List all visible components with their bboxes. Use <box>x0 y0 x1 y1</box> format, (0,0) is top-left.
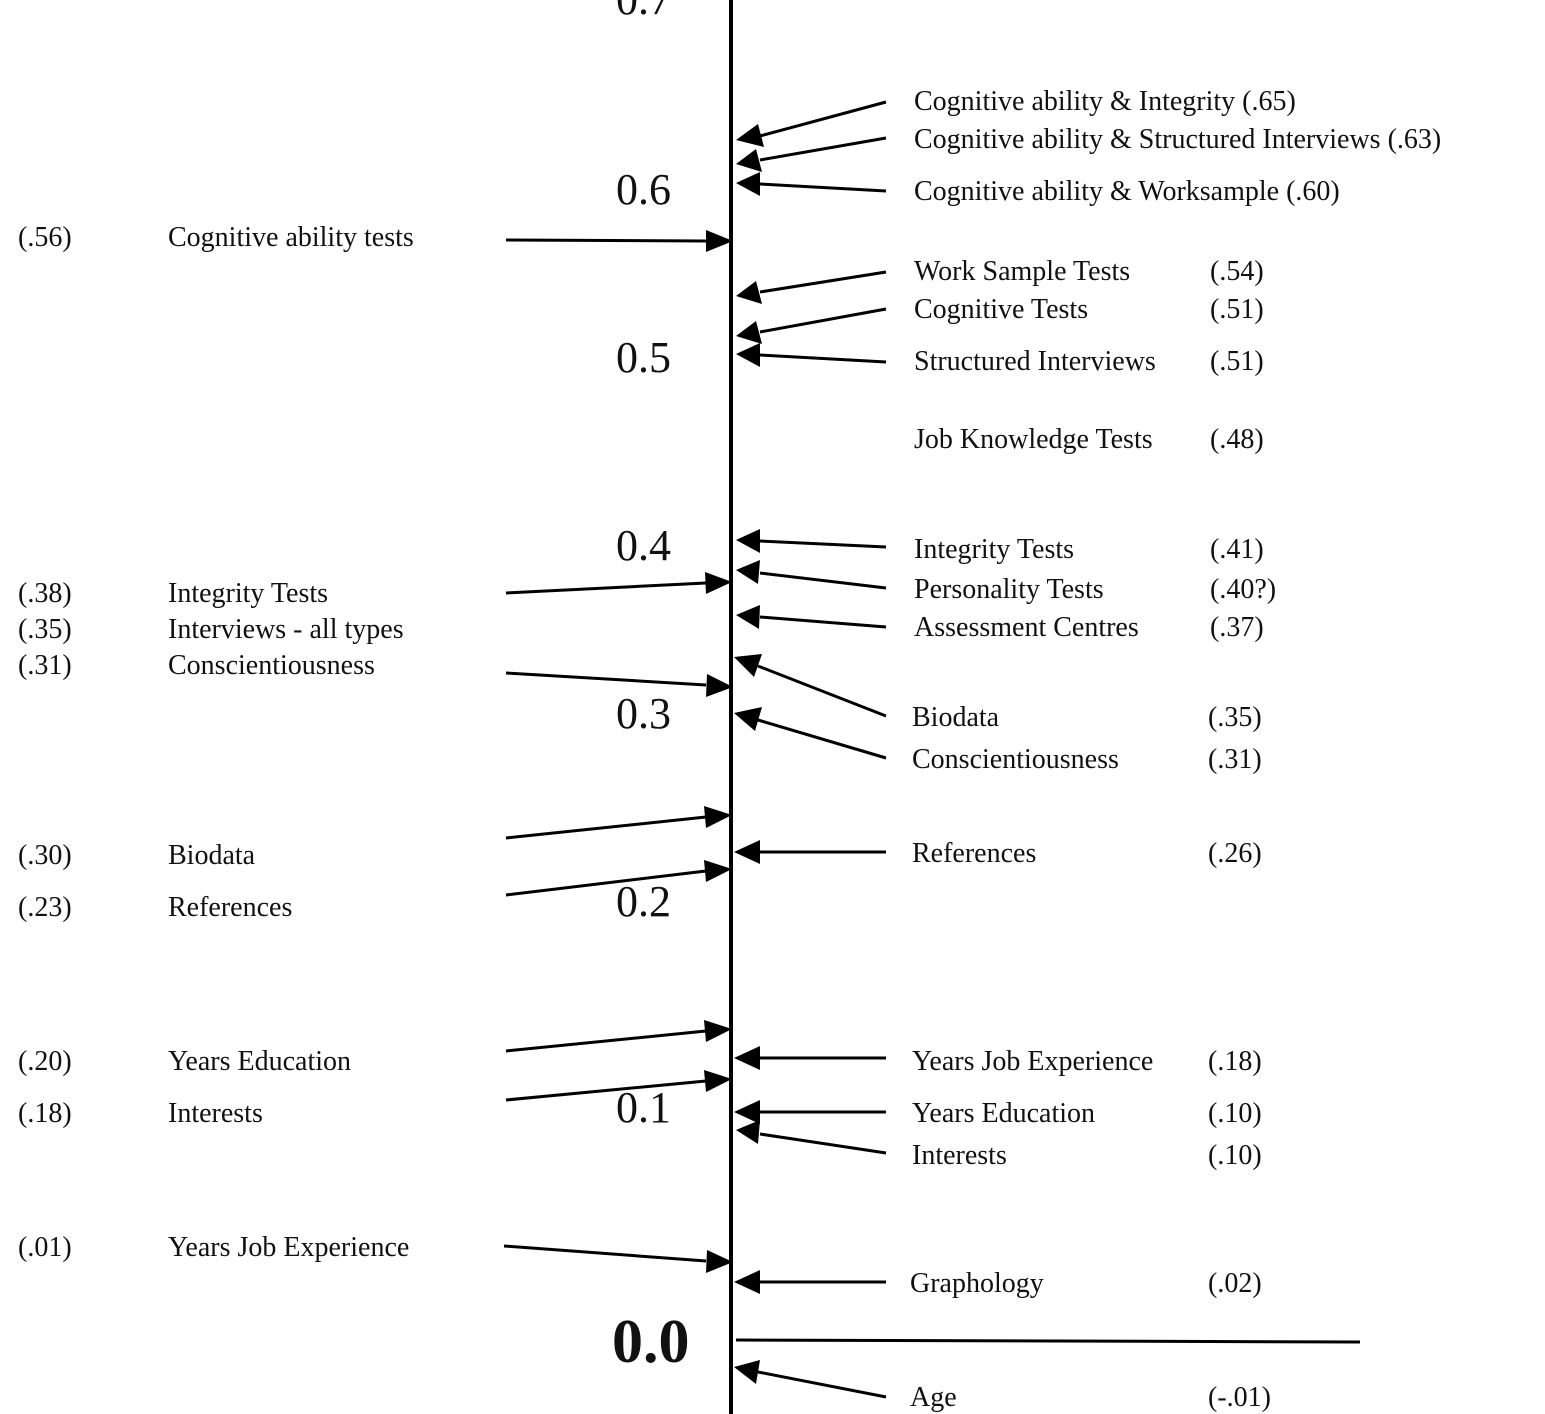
right-value: (-.01) <box>1208 1382 1271 1413</box>
left-arrow <box>505 806 732 840</box>
right-value: (.02) <box>1208 1268 1262 1299</box>
right-name: Work Sample Tests <box>914 256 1130 287</box>
tick-label-0-7: 0.7 <box>616 0 671 24</box>
left-arrow <box>505 1070 732 1102</box>
right-name: Integrity Tests <box>914 534 1074 565</box>
right-value: (.48) <box>1210 424 1264 455</box>
left-value: (.01) <box>18 1232 72 1263</box>
right-arrow <box>734 1360 887 1399</box>
right-name: Cognitive Tests <box>914 294 1088 325</box>
right-value: (.35) <box>1208 702 1262 733</box>
right-combined-label: Cognitive ability & Worksample (.60) <box>914 176 1340 207</box>
left-arrow <box>505 860 732 897</box>
right-name: Structured Interviews <box>914 346 1156 377</box>
left-arrows <box>503 230 733 1273</box>
right-arrow <box>736 560 887 590</box>
tick-label-0-2: 0.2 <box>616 877 671 926</box>
right-arrow <box>736 270 887 304</box>
right-arrow <box>736 172 887 196</box>
left-arrow <box>505 230 733 252</box>
right-value: (.51) <box>1210 346 1264 377</box>
tick-label-0-6: 0.6 <box>616 165 671 214</box>
right-name: Biodata <box>912 702 1000 733</box>
right-value: (.40?) <box>1210 574 1276 605</box>
left-arrow <box>505 1020 732 1053</box>
left-name: Years Job Experience <box>168 1232 409 1263</box>
right-name: Personality Tests <box>914 574 1104 605</box>
left-value: (.20) <box>18 1046 72 1077</box>
right-arrow <box>734 707 887 760</box>
left-value: (.23) <box>18 892 72 923</box>
right-value: (.37) <box>1210 612 1264 643</box>
right-arrow <box>734 1046 886 1070</box>
right-arrow <box>734 1270 886 1294</box>
right-value: (.26) <box>1208 838 1262 869</box>
right-name: References <box>912 838 1036 869</box>
right-name: Age <box>910 1382 957 1413</box>
left-name: References <box>168 892 292 923</box>
left-value: (.38) <box>18 578 72 609</box>
right-name: Graphology <box>910 1268 1044 1299</box>
right-arrow <box>736 307 887 344</box>
right-name: Interests <box>912 1140 1007 1171</box>
left-value: (.18) <box>18 1098 72 1129</box>
left-name: Interests <box>168 1098 263 1129</box>
left-arrow <box>503 1244 733 1273</box>
tick-label-0-0: 0.0 <box>612 1308 690 1376</box>
right-value: (.54) <box>1210 256 1264 287</box>
right-arrow <box>736 605 887 629</box>
right-name: Years Job Experience <box>912 1046 1153 1077</box>
zero-baseline <box>735 1338 1361 1344</box>
left-name: Biodata <box>168 840 256 871</box>
right-value: (.10) <box>1208 1140 1262 1171</box>
left-value: (.35) <box>18 614 72 645</box>
right-combined-label: Cognitive ability & Structured Interview… <box>914 124 1441 155</box>
left-value: (.56) <box>18 222 72 253</box>
right-arrow <box>736 1120 887 1155</box>
tick-label-0-5: 0.5 <box>616 333 671 382</box>
right-combined-label: Cognitive ability & Integrity (.65) <box>914 86 1296 117</box>
left-name: Conscientiousness <box>168 650 375 681</box>
right-value: (.31) <box>1208 744 1262 775</box>
tick-label-0-3: 0.3 <box>616 689 671 738</box>
right-name: Conscientiousness <box>912 744 1119 775</box>
right-arrow <box>736 529 887 553</box>
right-arrows <box>734 100 887 1399</box>
right-arrow <box>736 100 887 147</box>
right-name: Assessment Centres <box>914 612 1139 643</box>
right-value: (.18) <box>1208 1046 1262 1077</box>
right-value: (.41) <box>1210 534 1264 565</box>
left-value: (.31) <box>18 650 72 681</box>
right-column: Cognitive ability & Integrity (.65) Cogn… <box>910 86 1441 1413</box>
left-name: Cognitive ability tests <box>168 222 414 253</box>
right-arrow <box>734 1100 886 1124</box>
right-arrow <box>736 343 887 367</box>
tick-label-0-4: 0.4 <box>616 521 671 570</box>
left-arrow <box>505 671 733 697</box>
left-name: Interviews - all types <box>168 614 404 645</box>
right-arrow <box>736 136 887 172</box>
right-value: (.10) <box>1208 1098 1262 1129</box>
left-arrow <box>505 572 732 595</box>
left-name: Integrity Tests <box>168 578 328 609</box>
right-name: Years Education <box>912 1098 1095 1129</box>
right-arrow <box>734 654 887 718</box>
left-name: Years Education <box>168 1046 351 1077</box>
left-column: (.56) Cognitive ability tests (.38) Inte… <box>18 222 414 1263</box>
axis-ticks: 0.7 0.6 0.5 0.4 0.3 0.2 0.1 0.0 <box>612 0 690 1376</box>
right-value: (.51) <box>1210 294 1264 325</box>
right-arrow <box>734 840 886 864</box>
right-name: Job Knowledge Tests <box>914 424 1153 455</box>
left-value: (.30) <box>18 840 72 871</box>
tick-label-0-1: 0.1 <box>616 1083 671 1132</box>
